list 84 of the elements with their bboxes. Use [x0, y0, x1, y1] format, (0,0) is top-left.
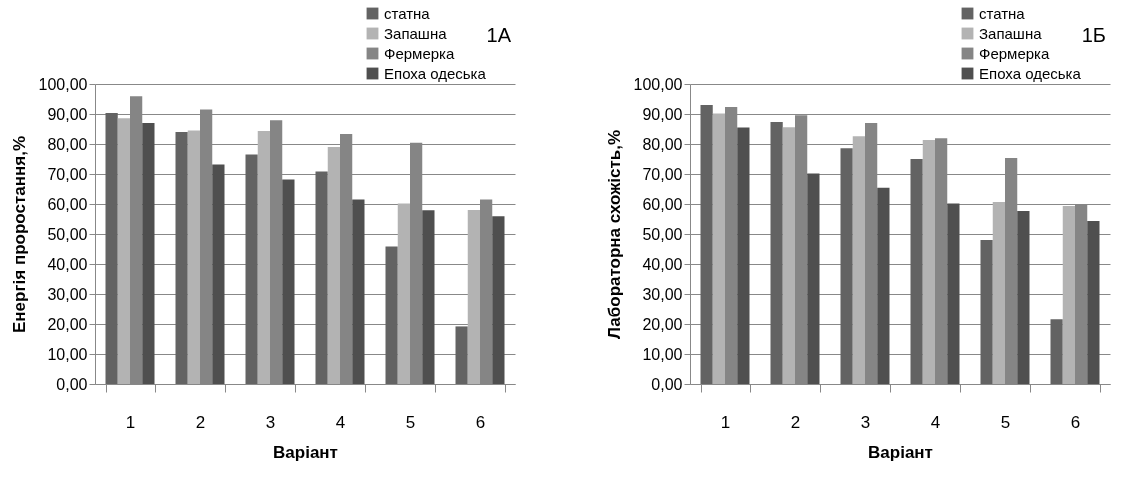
bar [807, 173, 820, 384]
bar [1087, 221, 1100, 384]
legend-label: Фермерка [979, 44, 1050, 62]
y-tick-label: 50,00 [47, 225, 88, 243]
legend-label: Епоха одеська [979, 64, 1082, 82]
bar [877, 187, 890, 384]
bar [910, 159, 923, 384]
y-tick-label: 10,00 [642, 345, 683, 363]
y-tick-label: 30,00 [47, 285, 88, 303]
y-axis-title: Лабораторна схожість,% [604, 129, 624, 340]
bar [1017, 210, 1030, 384]
bar [175, 132, 188, 384]
bar [142, 123, 155, 384]
bar [352, 199, 365, 384]
y-tick-label: 60,00 [47, 195, 88, 213]
bar [327, 147, 340, 384]
legend-label: статна [979, 4, 1026, 22]
y-tick-label: 90,00 [642, 105, 683, 123]
x-axis-title: Варіант [868, 442, 933, 462]
text: 1А [486, 24, 512, 46]
legend-label: Запашна [979, 24, 1043, 42]
y-tick-label: 70,00 [47, 165, 88, 183]
y-tick-label: 80,00 [642, 135, 683, 153]
bar [992, 201, 1005, 384]
y-tick-label: 80,00 [47, 135, 88, 153]
y-tick-label: 50,00 [642, 225, 683, 243]
bar [282, 179, 295, 384]
bar [245, 154, 258, 384]
bar [770, 122, 783, 384]
x-tick-label: 4 [335, 412, 346, 432]
y-tick-label: 60,00 [642, 195, 683, 213]
x-tick-label: 3 [265, 412, 276, 432]
y-tick-label: 90,00 [47, 105, 88, 123]
x-tick-label: 1 [125, 412, 136, 432]
x-tick-label: 6 [475, 412, 486, 432]
y-tick-label: 10,00 [47, 345, 88, 363]
y-tick-label: 70,00 [642, 165, 683, 183]
bar [947, 203, 960, 384]
bar [782, 127, 795, 384]
bar [105, 113, 118, 384]
x-axis-title: Варіант [273, 442, 338, 462]
bar [467, 210, 480, 384]
x-tick-label: 5 [405, 412, 416, 432]
bar [840, 148, 853, 384]
bar [117, 118, 130, 384]
y-tick-label: 40,00 [642, 255, 683, 273]
bar [385, 246, 398, 384]
legend-label: статна [384, 4, 431, 22]
bar [980, 240, 993, 384]
bar [922, 140, 935, 384]
bar [212, 164, 225, 384]
legend-label: Фермерка [384, 44, 455, 62]
bar [455, 326, 468, 384]
y-tick-label: 40,00 [47, 255, 88, 273]
y-tick-label: 20,00 [642, 315, 683, 333]
x-tick-label: 2 [790, 412, 801, 432]
y-tick-label: 0,00 [651, 375, 683, 393]
x-tick-label: 2 [195, 412, 206, 432]
y-tick-label: 100,00 [633, 75, 683, 93]
x-tick-label: 5 [1000, 412, 1011, 432]
bar [1062, 206, 1075, 384]
x-tick-label: 1 [720, 412, 731, 432]
bar [700, 105, 713, 384]
bar [852, 136, 865, 384]
bar [422, 210, 435, 384]
y-tick-label: 20,00 [47, 315, 88, 333]
bar [737, 127, 750, 384]
y-tick-label: 30,00 [642, 285, 683, 303]
y-tick-label: 100,00 [38, 75, 88, 93]
bar [1050, 319, 1063, 384]
x-tick-label: 4 [930, 412, 941, 432]
bar [315, 171, 328, 384]
bar [257, 131, 270, 384]
legend-label: Запашна [384, 24, 448, 42]
legend-label: Епоха одеська [384, 64, 487, 82]
bar [397, 203, 410, 384]
bar [712, 113, 725, 384]
bar [187, 130, 200, 384]
y-axis-title: Енергія проростання,% [9, 135, 29, 334]
x-tick-label: 3 [860, 412, 871, 432]
text: 1Б [1081, 24, 1106, 46]
x-tick-label: 6 [1070, 412, 1081, 432]
y-tick-label: 0,00 [56, 375, 88, 393]
bar [492, 216, 505, 384]
